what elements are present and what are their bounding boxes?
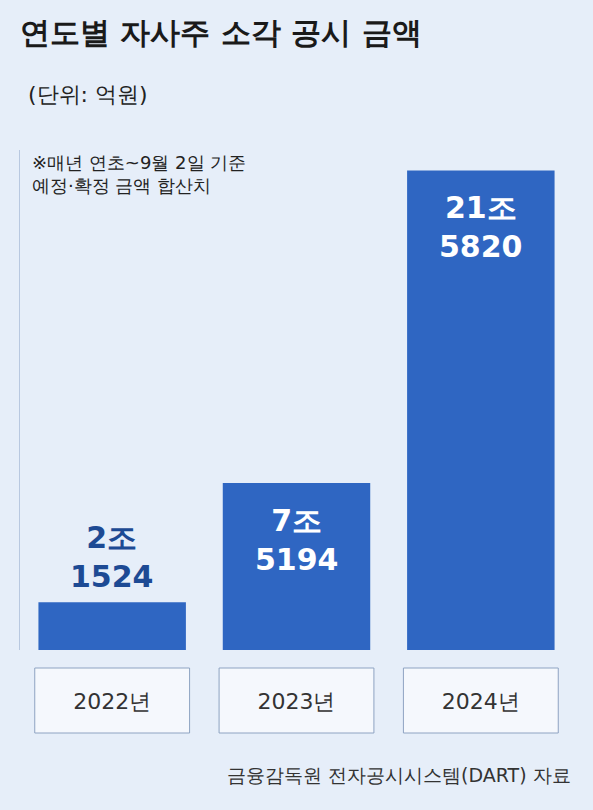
svg-text:2조1524: 2조1524	[70, 520, 154, 594]
svg-text:※매년 연초~9월 2일 기준예정·확정 금액 합산치: ※매년 연초~9월 2일 기준예정·확정 금액 합산치	[32, 152, 246, 196]
svg-text:(단위: 억원): (단위: 억원)	[28, 82, 148, 107]
svg-text:연도별 자사주 소각 공시 금액: 연도별 자사주 소각 공시 금액	[20, 15, 422, 50]
svg-text:2023년: 2023년	[258, 689, 336, 714]
svg-text:21조5820: 21조5820	[439, 190, 523, 264]
svg-text:7조5194: 7조5194	[255, 503, 339, 577]
svg-text:금융감독원 전자공시시스템(DART) 자료: 금융감독원 전자공시시스템(DART) 자료	[227, 764, 571, 786]
svg-text:2022년: 2022년	[73, 689, 151, 714]
svg-text:2024년: 2024년	[442, 689, 520, 714]
